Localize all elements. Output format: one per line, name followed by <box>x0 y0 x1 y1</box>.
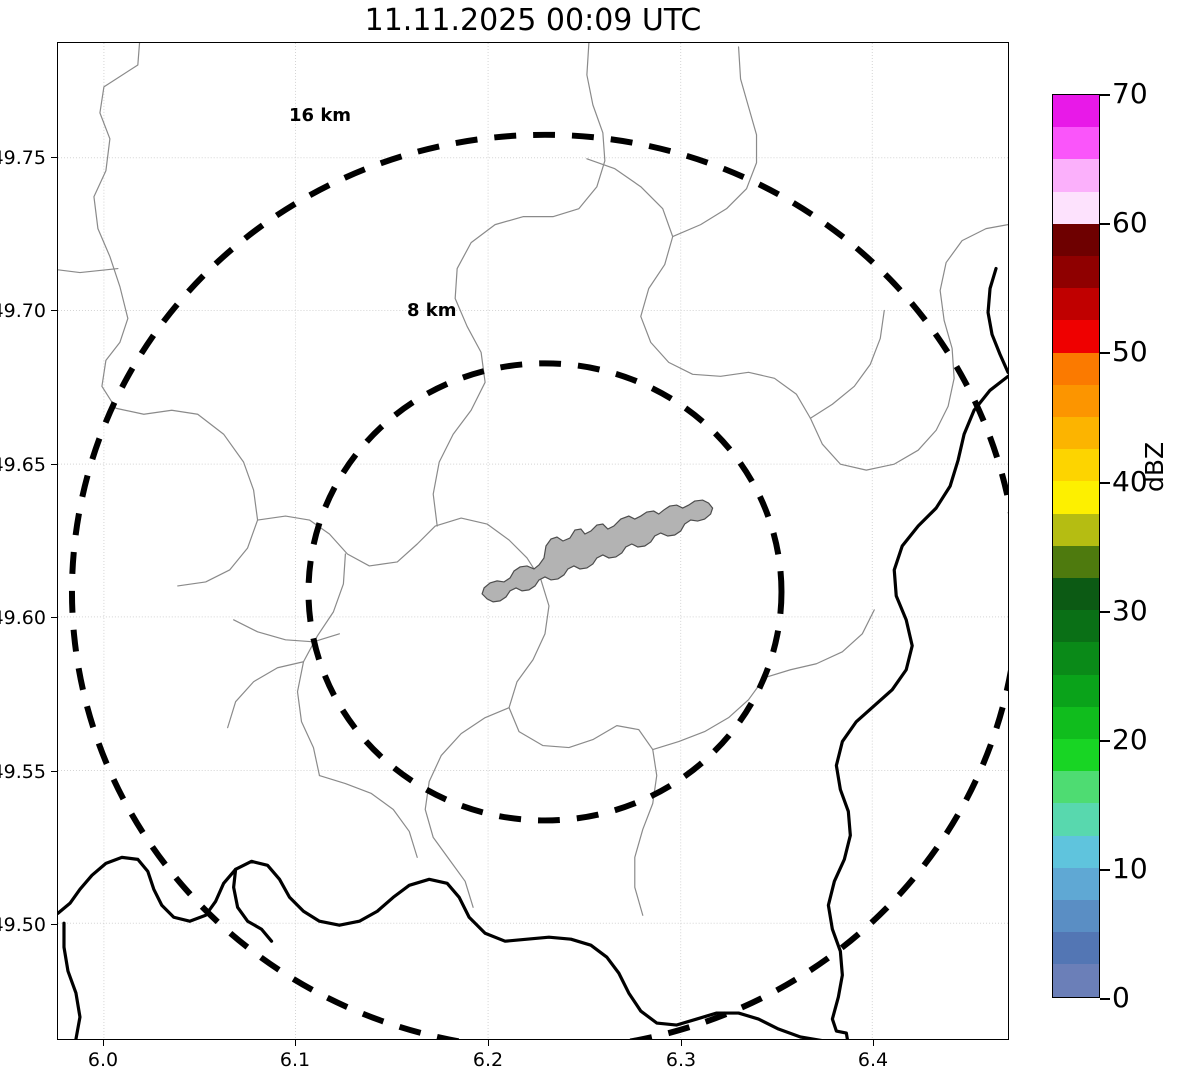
colorbar-tick-mark <box>1100 740 1110 742</box>
colorbar-band <box>1053 964 1099 997</box>
colorbar[interactable] <box>1052 94 1100 998</box>
range-ring-8km <box>305 360 785 824</box>
ytick-mark <box>51 464 57 466</box>
colorbar-band <box>1053 288 1099 321</box>
ytick-label: 49.60 <box>0 607 46 629</box>
colorbar-band <box>1053 578 1099 611</box>
colorbar-band <box>1053 835 1099 868</box>
map-canvas <box>58 43 1008 1039</box>
colorbar-tick-mark <box>1100 869 1110 871</box>
colorbar-band <box>1053 642 1099 675</box>
xtick-mark <box>681 1040 683 1046</box>
colorbar-band <box>1053 771 1099 804</box>
colorbar-axis-label: dBZ <box>1140 441 1169 492</box>
colorbar-tick-mark <box>1100 482 1110 484</box>
colorbar-tick-label: 50 <box>1112 335 1148 368</box>
ytick-label: 49.55 <box>0 761 46 783</box>
colorbar-band <box>1053 900 1099 933</box>
xtick-mark <box>103 1040 105 1046</box>
colorbar-tick-mark <box>1100 94 1110 96</box>
colorbar-tick-mark <box>1100 223 1110 225</box>
national-border <box>58 266 1008 1039</box>
page-title: 11.11.2025 00:09 UTC <box>364 3 702 38</box>
colorbar-tick-label: 70 <box>1112 77 1148 110</box>
xtick-mark <box>488 1040 490 1046</box>
grid-lines <box>58 43 1008 1039</box>
colorbar-band <box>1053 867 1099 901</box>
colorbar-band <box>1053 223 1099 257</box>
range-rings <box>69 131 1008 1039</box>
colorbar-tick-label: 20 <box>1112 723 1148 756</box>
colorbar-tick-mark <box>1100 611 1110 613</box>
colorbar-band <box>1053 803 1099 836</box>
ytick-label: 49.65 <box>0 454 46 476</box>
commune-boundaries <box>58 43 1008 916</box>
colorbar-band <box>1053 256 1099 289</box>
ytick-mark <box>51 157 57 159</box>
ytick-label: 49.75 <box>0 147 46 169</box>
colorbar-band <box>1053 127 1099 160</box>
colorbar-band <box>1053 449 1099 482</box>
range-ring-label-8km: 8 km <box>407 300 457 321</box>
colorbar-band <box>1053 384 1099 418</box>
xtick-mark <box>295 1040 297 1046</box>
colorbar-band <box>1053 159 1099 192</box>
colorbar-tick-label: 0 <box>1112 981 1130 1014</box>
colorbar-tick-label: 30 <box>1112 594 1148 627</box>
xtick-mark <box>873 1040 875 1046</box>
colorbar-band <box>1053 739 1099 772</box>
ytick-mark <box>51 310 57 312</box>
range-ring-16km <box>69 131 1008 1039</box>
colorbar-band <box>1053 417 1099 450</box>
colorbar-band <box>1053 932 1099 965</box>
xtick-label: 6.3 <box>665 1049 697 1071</box>
colorbar-band <box>1053 674 1099 707</box>
colorbar-band <box>1053 320 1099 353</box>
colorbar-tick-label: 40 <box>1112 465 1148 498</box>
colorbar-tick-mark <box>1100 352 1110 354</box>
colorbar-band <box>1053 95 1099 128</box>
map-plot-area[interactable]: 16 km 8 km <box>57 42 1009 1040</box>
xtick-label: 6.4 <box>857 1049 889 1071</box>
colorbar-band <box>1053 706 1099 740</box>
xtick-label: 6.2 <box>472 1049 504 1071</box>
colorbar-band <box>1053 352 1099 385</box>
colorbar-band <box>1053 191 1099 224</box>
range-ring-label-16km: 16 km <box>289 105 352 126</box>
colorbar-band <box>1053 513 1099 546</box>
ytick-label: 49.50 <box>0 914 46 936</box>
colorbar-tick-label: 60 <box>1112 206 1148 239</box>
xtick-label: 6.0 <box>87 1049 119 1071</box>
ytick-label: 49.70 <box>0 300 46 322</box>
colorbar-band <box>1053 610 1099 643</box>
colorbar-tick-mark <box>1100 998 1110 1000</box>
xtick-label: 6.1 <box>279 1049 311 1071</box>
ytick-mark <box>51 924 57 926</box>
colorbar-tick-label: 10 <box>1112 852 1148 885</box>
city-polygon <box>481 499 714 603</box>
ytick-mark <box>51 771 57 773</box>
colorbar-band <box>1053 545 1099 579</box>
ytick-mark <box>51 617 57 619</box>
colorbar-band <box>1053 481 1099 514</box>
